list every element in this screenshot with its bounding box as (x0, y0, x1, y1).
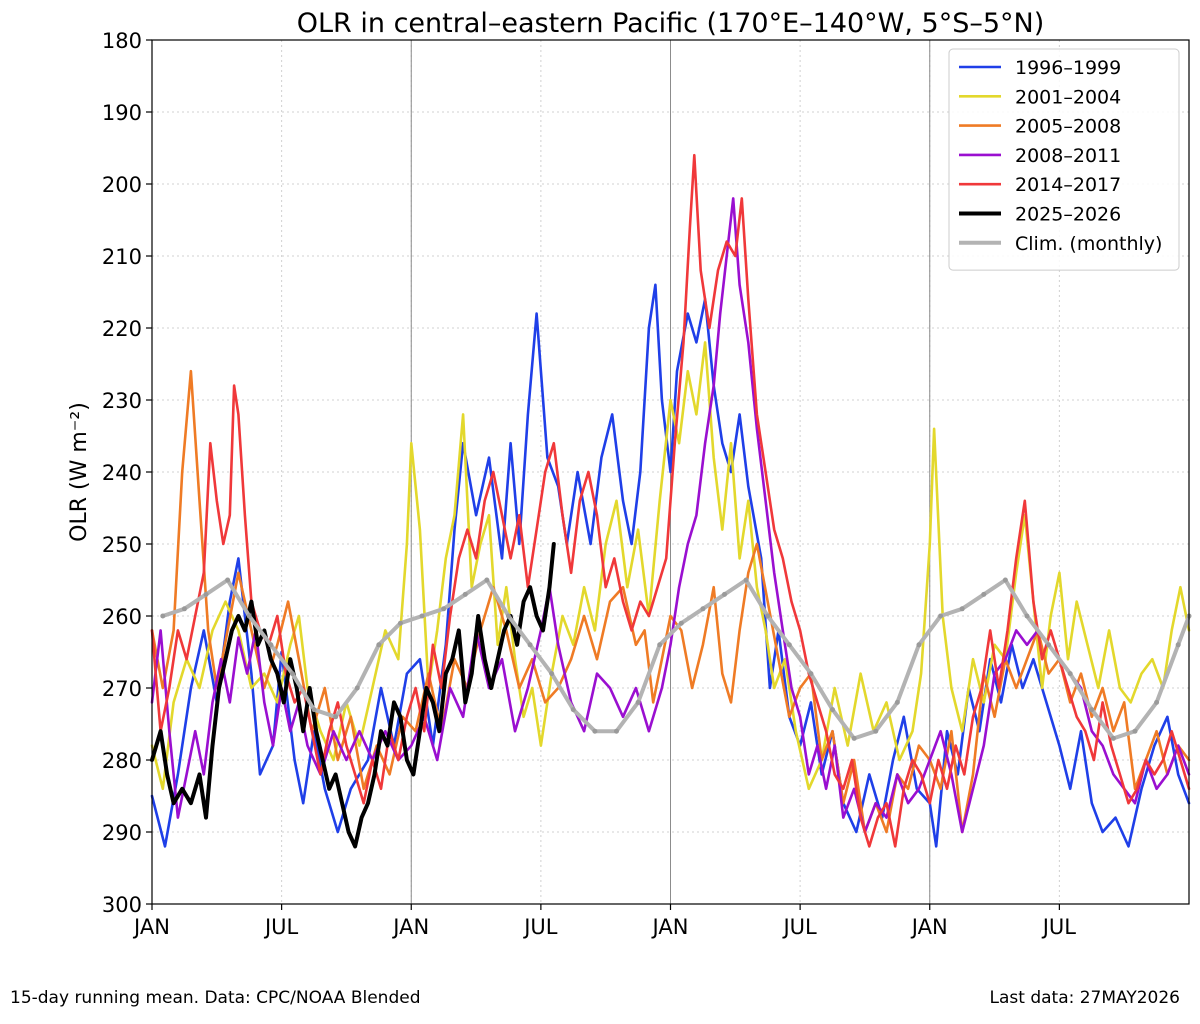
clim-point (981, 591, 987, 597)
clim-point (1067, 671, 1073, 677)
clim-point (570, 707, 576, 713)
clim-point (916, 642, 922, 648)
y-tick-label: 280 (102, 749, 142, 773)
series-line-2014-2017 (150, 153, 1191, 848)
x-tick-label: JAN (391, 915, 429, 939)
clim-point (743, 577, 749, 583)
legend-label: 2001–2004 (1015, 86, 1121, 108)
y-tick-label: 210 (102, 245, 142, 269)
clim-point (1002, 577, 1008, 583)
clim-point (635, 699, 641, 705)
clim-point (938, 613, 944, 619)
clim-point (613, 728, 619, 734)
legend-label: 2008–2011 (1015, 145, 1121, 167)
clim-point (830, 707, 836, 713)
clim-point (873, 728, 879, 734)
x-tick-label: JAN (651, 915, 689, 939)
x-tick-label: JAN (132, 915, 170, 939)
clim-point (765, 613, 771, 619)
y-axis-label: OLR (W m⁻²) (67, 402, 92, 542)
clim-point (505, 613, 511, 619)
x-tick-label: JUL (781, 915, 817, 939)
clim-point (462, 591, 468, 597)
series-line-2025-2026 (150, 542, 556, 849)
clim-point (808, 671, 814, 677)
legend-label: 2014–2017 (1015, 174, 1121, 196)
legend-label: 2025–2026 (1015, 204, 1121, 226)
y-tick-label: 220 (102, 317, 142, 341)
x-tick-label: JUL (1041, 915, 1077, 939)
clim-point (1110, 735, 1116, 741)
clim-point (894, 699, 900, 705)
clim-point (225, 577, 231, 583)
clim-point (397, 620, 403, 626)
clim-point (376, 642, 382, 648)
clim-point (484, 577, 490, 583)
y-tick-label: 190 (102, 101, 142, 125)
clim-point (181, 606, 187, 612)
x-tick-label: JUL (522, 915, 558, 939)
clim-point (527, 642, 533, 648)
x-tick-label: JAN (910, 915, 948, 939)
legend-box (948, 48, 1180, 271)
clim-point (592, 728, 598, 734)
x-tick-label: JUL (263, 915, 299, 939)
clim-point (959, 606, 965, 612)
chart-title: OLR in central–eastern Pacific (170°E–14… (297, 8, 1045, 39)
clim-point (268, 642, 274, 648)
clim-point (441, 606, 447, 612)
y-tick-label: 200 (102, 173, 142, 197)
clim-point (678, 620, 684, 626)
clim-point (1154, 699, 1160, 705)
clim-point (657, 642, 663, 648)
series-line-2008-2011 (150, 197, 1191, 834)
clim-point (419, 613, 425, 619)
clim-point (246, 613, 252, 619)
clim-point (700, 606, 706, 612)
clim-point (1024, 613, 1030, 619)
clim-point (1046, 642, 1052, 648)
legend-label: Clim. (monthly) (1015, 233, 1162, 255)
y-tick-label: 260 (102, 605, 142, 629)
clim-point (722, 591, 728, 597)
clim-point (1175, 642, 1181, 648)
y-tick-label: 180 (102, 29, 142, 53)
clim-point (333, 714, 339, 720)
clim-point (311, 707, 317, 713)
y-tick-label: 230 (102, 389, 142, 413)
clim-point (160, 613, 166, 619)
clim-point (289, 671, 295, 677)
legend-label: 2005–2008 (1015, 116, 1121, 138)
clim-point (354, 685, 360, 691)
clim-point (1089, 707, 1095, 713)
clim-point (851, 735, 857, 741)
clim-point (203, 591, 209, 597)
y-tick-label: 300 (102, 893, 142, 917)
clim-point (786, 642, 792, 648)
y-tick-label: 250 (102, 533, 142, 557)
y-tick-label: 240 (102, 461, 142, 485)
y-tick-label: 290 (102, 821, 142, 845)
clim-point (1132, 728, 1138, 734)
legend-label: 1996–1999 (1015, 57, 1121, 79)
y-tick-label: 270 (102, 677, 142, 701)
footer-note-right: Last data: 27MAY2026 (989, 988, 1181, 1008)
footer-note-left: 15-day running mean. Data: CPC/NOAA Blen… (10, 988, 421, 1008)
clim-point (549, 671, 555, 677)
